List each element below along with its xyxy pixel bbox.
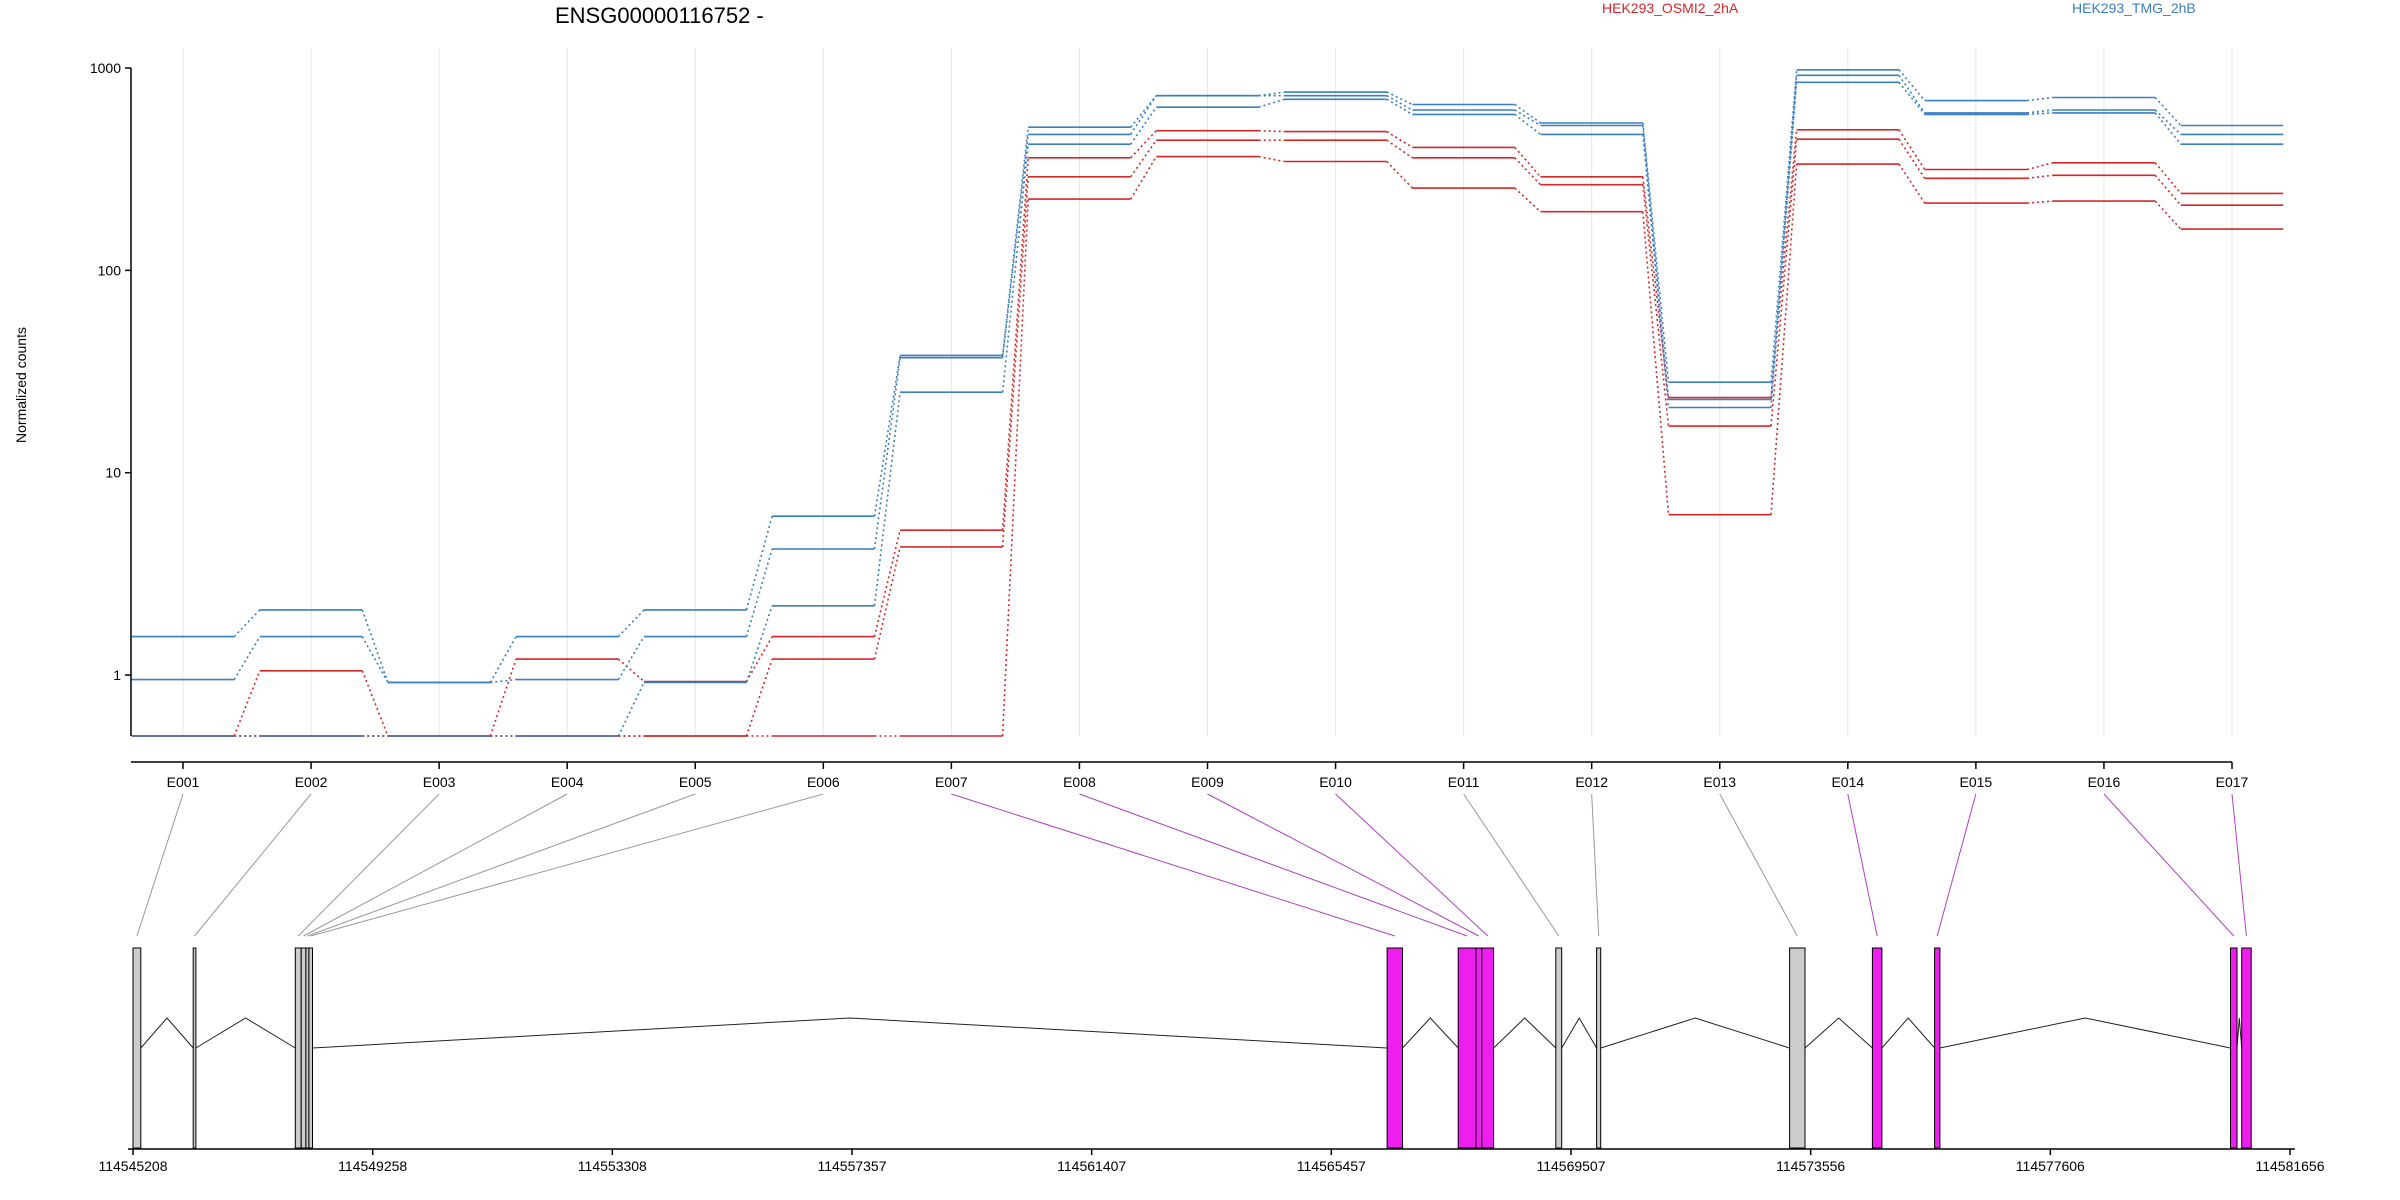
connector-E001 [136, 793, 184, 937]
intron-E011-E012 [1561, 1017, 1598, 1049]
connector-E012 [1591, 793, 1600, 937]
intron-E001-E002 [140, 1017, 194, 1049]
x-tick-label-E006: E006 [807, 774, 840, 790]
genomic-tick-label-114557357: 114557357 [817, 1158, 886, 1174]
genomic-tick-label-114549258: 114549258 [338, 1158, 407, 1174]
intron-E010-E011 [1493, 1017, 1557, 1049]
plot-series-group [131, 69, 2284, 737]
connector-E006 [310, 793, 824, 937]
exon-block-E012 [1596, 947, 1602, 1149]
exon-block-E013 [1789, 947, 1806, 1149]
y-axis-label: Normalized counts [13, 327, 29, 443]
series-blue-5-connectors [234, 81, 2182, 737]
genomic-tick-label-114545208: 114545208 [98, 1158, 167, 1174]
connector-E004 [303, 793, 568, 937]
intron-E007-E008 [1402, 1017, 1459, 1049]
y-tick-label-1000: 1000 [90, 60, 121, 76]
legend-entry-tmg: HEK293_TMG_2hB [2072, 0, 2196, 16]
connector-E014 [1847, 793, 1878, 937]
x-tick-label-E003: E003 [423, 774, 456, 790]
y-tick-label-10: 10 [105, 465, 121, 481]
intron-E013-E014 [1804, 1017, 1873, 1049]
genomic-tick-label-114577606: 114577606 [2016, 1158, 2085, 1174]
x-tick-label-E004: E004 [551, 774, 584, 790]
exon-block-E010 [1481, 947, 1495, 1149]
genomic-tick-label-114573556: 114573556 [1776, 1158, 1845, 1174]
x-tick-label-E014: E014 [1831, 774, 1864, 790]
series-blue-5-levels [131, 81, 2284, 737]
connector-E010 [1335, 793, 1489, 937]
intron-E016-E017 [2236, 1017, 2243, 1049]
intron-E014-E015 [1881, 1017, 1935, 1049]
x-tick-label-E016: E016 [2088, 774, 2121, 790]
genomic-tick-label-114553308: 114553308 [578, 1158, 647, 1174]
connector-E008 [1079, 793, 1468, 937]
exon-connector-lines [136, 793, 2247, 937]
connector-E003 [297, 793, 440, 937]
genomic-tick-label-114581656: 114581656 [2255, 1158, 2324, 1174]
series-blue-4-connectors [233, 74, 2182, 684]
connector-E007 [951, 793, 1395, 937]
x-tick-label-E001: E001 [167, 774, 200, 790]
exon-block-E011 [1555, 947, 1563, 1149]
connector-E017 [2231, 793, 2247, 937]
x-tick-label-E011: E011 [1448, 774, 1480, 790]
chart-title: ENSG00000116752 - [555, 3, 764, 28]
intron-E015-E016 [1939, 1017, 2231, 1049]
series-blue-3-connectors [233, 69, 2182, 683]
x-tick-label-E005: E005 [679, 774, 712, 790]
x-tick-label-E010: E010 [1319, 774, 1352, 790]
legend-entry-osmi2: HEK293_OSMI2_2hA [1602, 0, 1739, 16]
exon-block-E016 [2230, 947, 2238, 1149]
genomic-tick-label-114569507: 114569507 [1536, 1158, 1605, 1174]
exon-block-E014 [1871, 947, 1883, 1149]
y-tick-label-100: 100 [98, 262, 122, 278]
series-red-2-connectors [234, 155, 2182, 737]
exon-block-E009 [1475, 947, 1483, 1149]
x-tick-label-E012: E012 [1575, 774, 1608, 790]
series-blue-3-levels [131, 69, 2284, 684]
exon-block-E004 [300, 947, 307, 1149]
x-tick-label-E015: E015 [1960, 774, 1993, 790]
connector-E016 [2103, 793, 2235, 937]
plot-gridlines [182, 48, 2233, 736]
exon-block-E017 [2241, 947, 2252, 1149]
plot-axes: 1 10 100 1000 E001 E002 E003 E004 E005 E006 E007 E0… [90, 60, 2249, 790]
x-tick-label-E009: E009 [1191, 774, 1224, 790]
x-tick-label-E017: E017 [2216, 774, 2249, 790]
x-tick-label-E013: E013 [1703, 774, 1736, 790]
exon-block-E007 [1386, 947, 1403, 1149]
intron-E002-E003 [195, 1017, 296, 1049]
genomic-tick-label-114565457: 114565457 [1297, 1158, 1366, 1174]
intron-E006-E007 [312, 1017, 1388, 1049]
series-blue-4-levels [131, 74, 2284, 684]
intron-E012-E013 [1600, 1017, 1790, 1049]
connector-E005 [307, 793, 696, 937]
y-tick-label-1: 1 [113, 667, 121, 683]
exon-block-E008 [1457, 947, 1477, 1149]
connector-E009 [1207, 793, 1480, 937]
genomic-tick-label-114561407: 114561407 [1057, 1158, 1126, 1174]
connector-E002 [194, 793, 312, 937]
x-tick-label-E008: E008 [1063, 774, 1096, 790]
connector-E011 [1463, 793, 1560, 937]
exon-block-E006 [308, 947, 313, 1149]
exon-block-E002 [192, 947, 197, 1149]
x-tick-label-E007: E007 [935, 774, 968, 790]
connector-E015 [1936, 793, 1977, 937]
exon-block-E015 [1934, 947, 1941, 1149]
exon-block-E003 [294, 947, 302, 1149]
x-tick-label-E002: E002 [295, 774, 328, 790]
connector-E013 [1719, 793, 1798, 937]
series-red-0-connectors [233, 129, 2182, 737]
gene-model: 114545208 114549258 114553308 114557357 1145… [98, 947, 2325, 1174]
exon-block-E001 [132, 947, 142, 1149]
